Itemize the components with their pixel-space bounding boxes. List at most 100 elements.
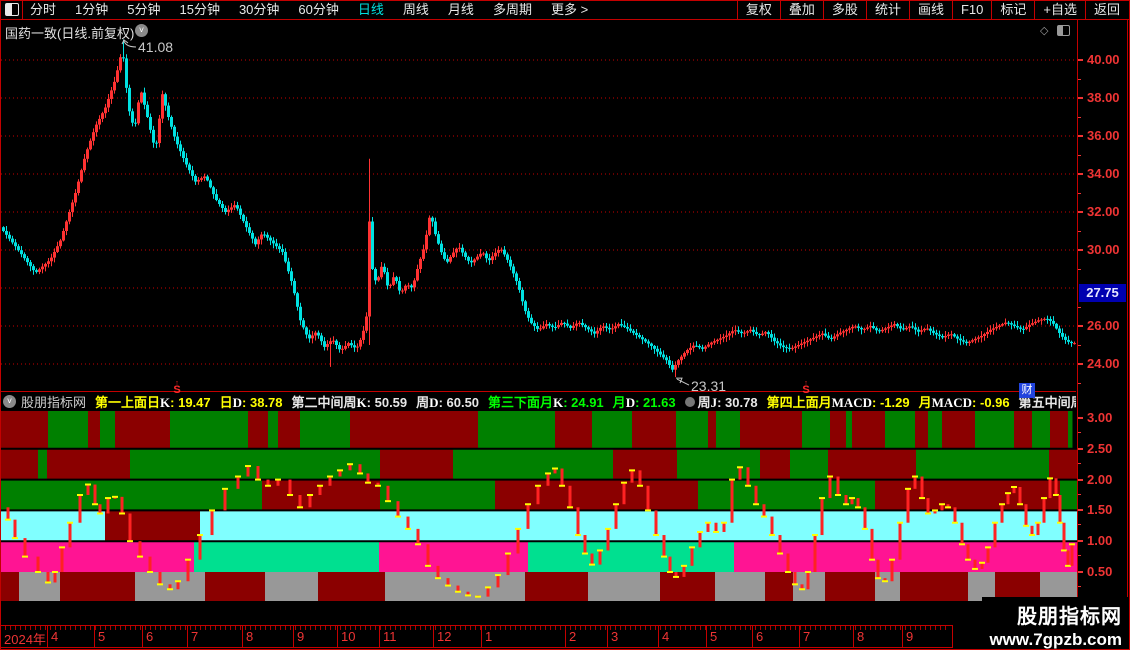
date-minor-tick <box>255 626 256 630</box>
date-minor-tick <box>20 626 21 630</box>
menu-item-15分钟[interactable]: 15分钟 <box>179 2 220 17</box>
event-badge[interactable]: 财 <box>1019 383 1035 398</box>
indicator-panel[interactable] <box>0 410 1077 602</box>
date-minor-tick <box>485 626 486 630</box>
date-minor-tick <box>95 626 96 630</box>
date-minor-tick <box>320 626 321 630</box>
page-title: 国药一致(日线.前复权) <box>5 26 135 41</box>
date-minor-tick <box>645 626 646 630</box>
date-minor-tick <box>520 626 521 630</box>
date-minor-tick <box>800 626 801 630</box>
axis-minor-tick <box>1077 117 1081 118</box>
split-window-icon[interactable] <box>1057 25 1070 36</box>
chart-title-row: 国药一致(日线.前复权) ˅ ◇ <box>0 21 1076 41</box>
menu-divider <box>22 0 23 20</box>
date-minor-tick <box>240 626 241 630</box>
date-minor-tick <box>750 626 751 630</box>
menu-item-60分钟[interactable]: 60分钟 <box>298 2 339 17</box>
indicator-value: 周J: 30.78 <box>684 392 758 410</box>
menu-item-统计[interactable]: 统计 <box>874 2 901 17</box>
up-arrow-icon: ↑ <box>804 380 808 387</box>
menu-item-5分钟[interactable]: 5分钟 <box>127 2 161 17</box>
month-separator <box>706 626 707 647</box>
menu-item-叠加[interactable]: 叠加 <box>788 2 815 17</box>
axis-tick <box>1077 478 1083 481</box>
axis-tick <box>1077 135 1083 137</box>
date-axis: 2024年 4 5 6 7 8 9 10 11 12 1 2 3 4 5 6 7 8 9 <box>0 625 953 648</box>
menu-item-多股[interactable]: 多股 <box>831 2 858 17</box>
date-minor-tick <box>535 626 536 630</box>
date-minor-tick <box>850 626 851 630</box>
date-minor-tick <box>715 626 716 630</box>
date-minor-tick <box>295 626 296 630</box>
axis-tick <box>1077 571 1083 573</box>
date-minor-tick <box>170 626 171 630</box>
date-minor-tick <box>825 626 826 630</box>
date-minor-tick <box>300 626 301 630</box>
menu-item-30分钟[interactable]: 30分钟 <box>238 2 280 17</box>
date-minor-tick <box>605 626 606 630</box>
band4 <box>0 510 1077 542</box>
date-minor-tick <box>420 626 421 630</box>
window-layout-icon[interactable] <box>5 3 19 16</box>
date-minor-tick <box>35 626 36 630</box>
watermark-site-name: 股朋指标网 <box>1017 606 1122 628</box>
date-minor-tick <box>285 626 286 630</box>
date-minor-tick <box>385 626 386 630</box>
date-minor-tick <box>400 626 401 630</box>
axis-minor-tick <box>1077 345 1081 346</box>
date-minor-tick <box>230 626 231 630</box>
menu-item-周线[interactable]: 周线 <box>402 2 429 17</box>
menu-item-多周期[interactable]: 多周期 <box>492 2 532 17</box>
date-minor-tick <box>260 626 261 630</box>
date-minor-tick <box>600 626 601 630</box>
chevron-down-icon[interactable]: ˅ <box>135 24 148 37</box>
menu-item-+自选[interactable]: +自选 <box>1043 2 1077 17</box>
indicator-value: 第一上面日K: 19.47 <box>95 394 211 410</box>
menu-item-分时[interactable]: 分时 <box>30 2 57 17</box>
bullet-circle-icon <box>684 396 695 407</box>
axis-label: 30.00 <box>1087 242 1120 257</box>
menu-divider <box>736 0 738 20</box>
date-minor-tick <box>335 626 336 630</box>
date-minor-tick <box>595 626 596 630</box>
date-minor-tick <box>45 626 46 630</box>
menu-item-月线[interactable]: 月线 <box>447 2 474 17</box>
date-minor-tick <box>115 626 116 630</box>
date-minor-tick <box>690 626 691 630</box>
month-separator <box>187 626 188 647</box>
axis-tick <box>1077 211 1083 213</box>
month-separator <box>94 626 95 647</box>
date-minor-tick <box>405 626 406 630</box>
main-candlestick-chart[interactable]: 41.08 23.31 <box>0 20 1077 394</box>
date-minor-tick <box>570 626 571 630</box>
date-minor-tick <box>940 626 941 630</box>
date-label: 6 <box>756 629 764 644</box>
chevron-down-icon[interactable]: ˅ <box>3 394 16 408</box>
date-minor-tick <box>820 626 821 630</box>
date-minor-tick <box>845 626 846 630</box>
date-minor-tick <box>65 626 66 630</box>
menu-item-F10[interactable]: F10 <box>960 2 984 17</box>
date-minor-tick <box>805 626 806 630</box>
menu-item-复权[interactable]: 复权 <box>745 2 772 17</box>
up-arrow-icon: ↑ <box>175 380 179 387</box>
date-minor-tick <box>5 626 6 630</box>
date-minor-tick <box>735 626 736 630</box>
axis-tick <box>1077 173 1083 175</box>
date-minor-tick <box>270 626 271 630</box>
candlesticks <box>2 39 1076 378</box>
axis-minor-tick <box>1077 432 1081 433</box>
date-minor-tick <box>810 626 811 630</box>
menu-item-1分钟[interactable]: 1分钟 <box>75 2 109 17</box>
axis-minor-tick <box>1077 79 1081 80</box>
menu-item-返回[interactable]: 返回 <box>1093 2 1120 17</box>
diamond-icon[interactable]: ◇ <box>1040 25 1049 37</box>
date-minor-tick <box>765 626 766 630</box>
menu-item-更多 >[interactable]: 更多 > <box>550 2 589 17</box>
menu-item-日线[interactable]: 日线 <box>357 2 384 17</box>
menu-item-标记[interactable]: 标记 <box>1000 2 1027 17</box>
date-minor-tick <box>275 626 276 630</box>
menu-item-画线[interactable]: 画线 <box>917 2 944 17</box>
month-separator <box>337 626 338 647</box>
